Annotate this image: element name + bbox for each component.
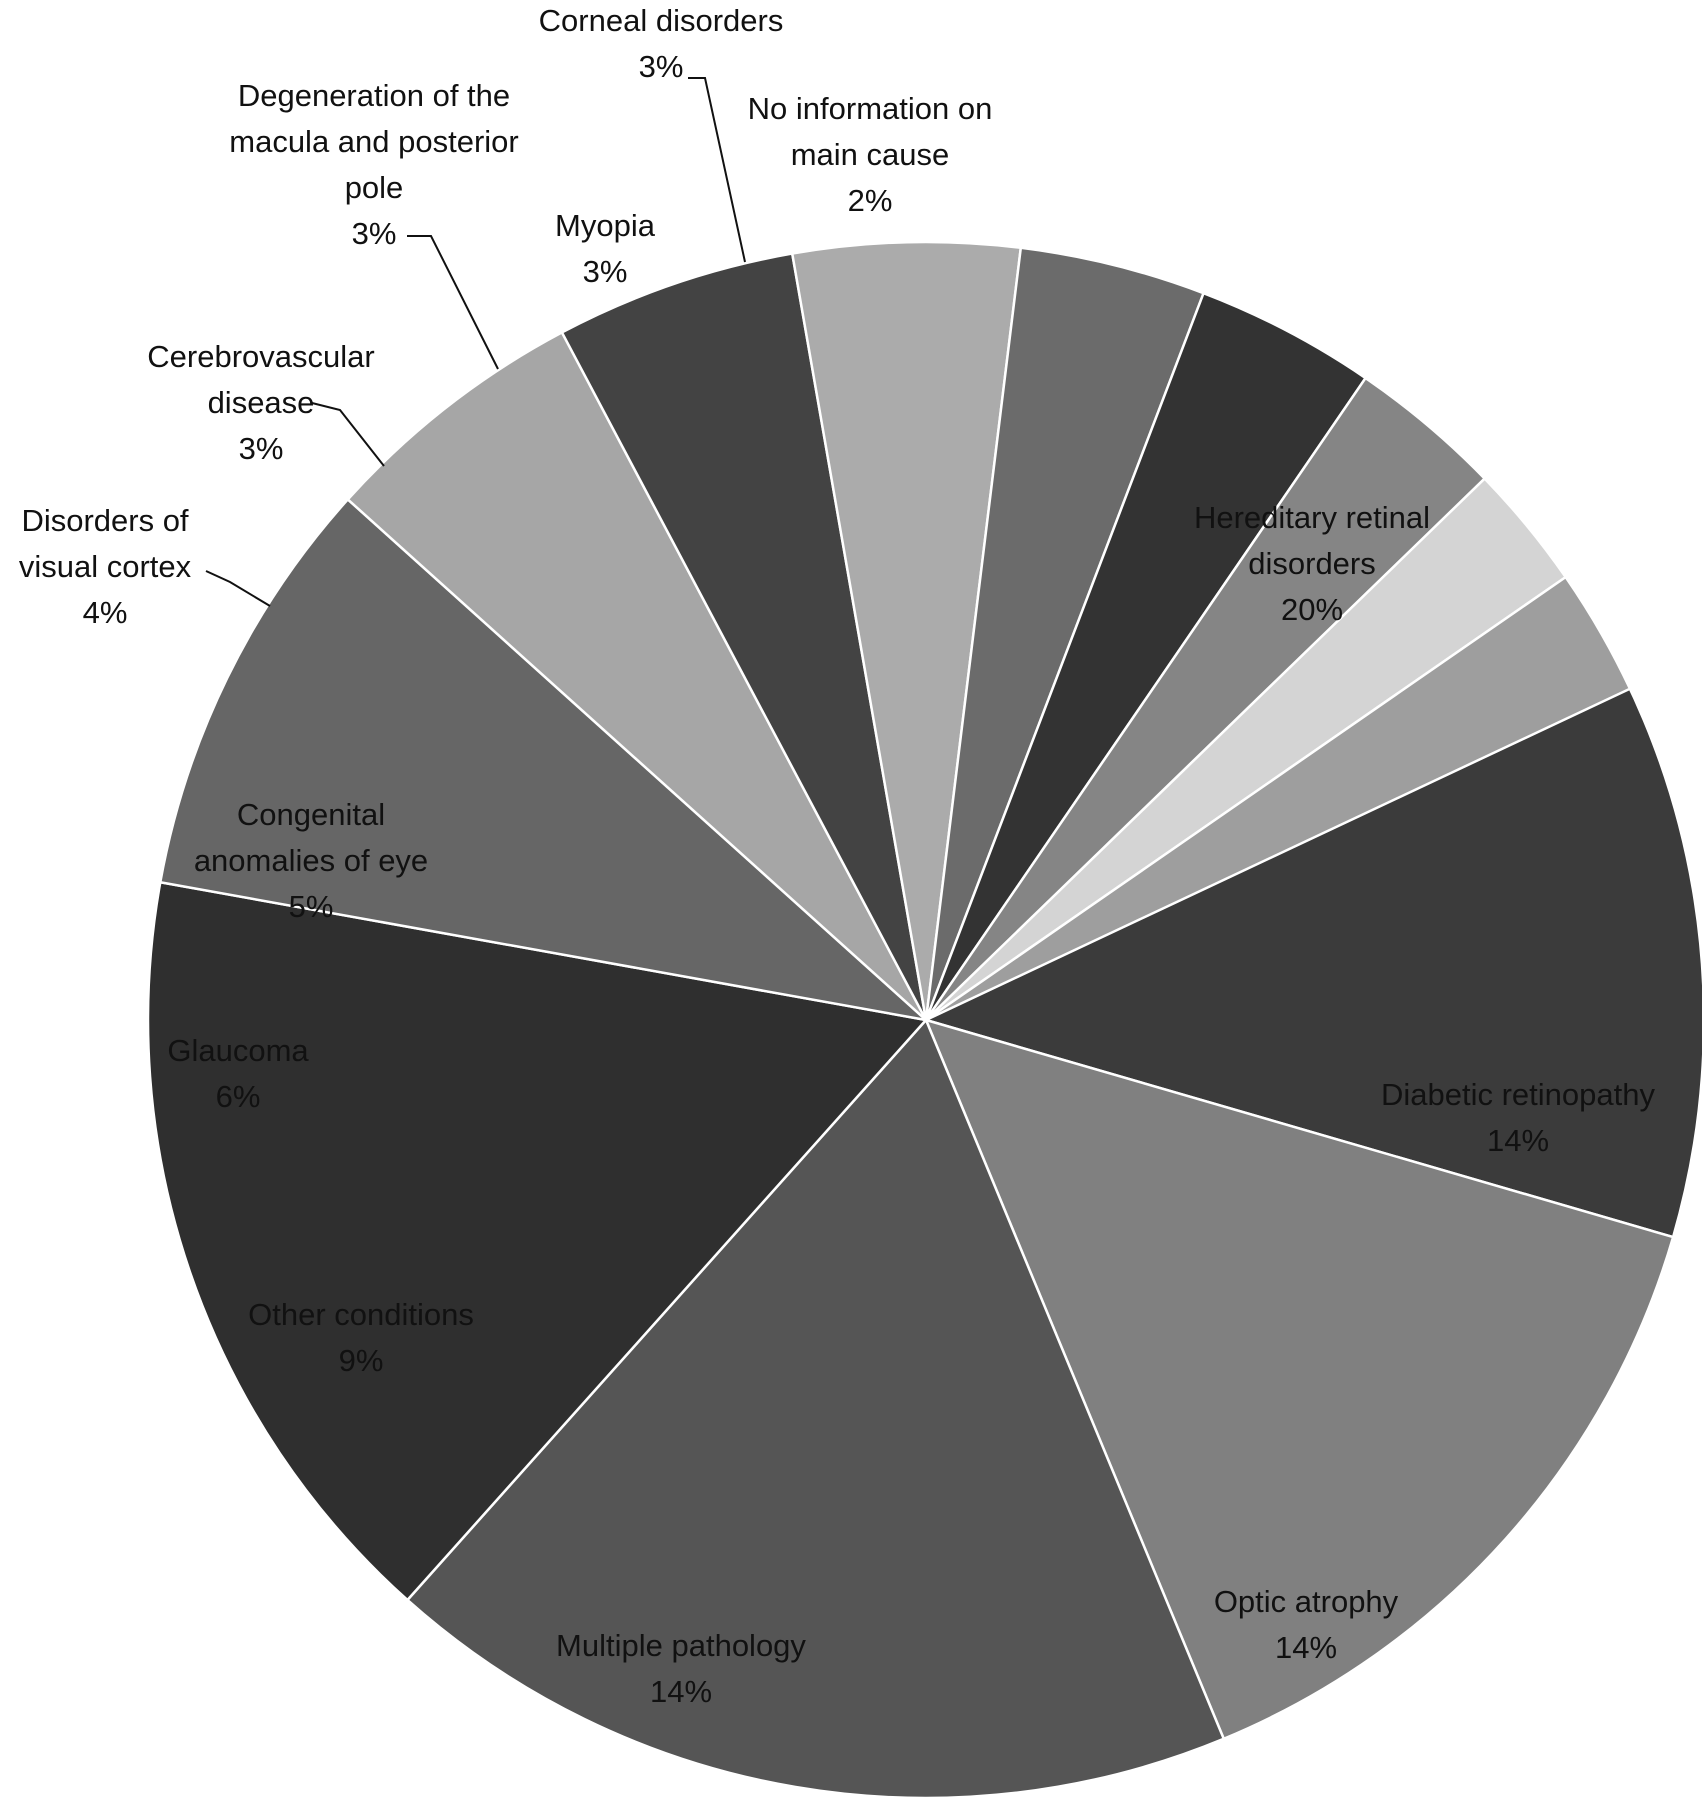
- slice-label-line-12-1: Corneal disorders: [539, 3, 784, 38]
- slice-percent-13: 2%: [848, 183, 893, 218]
- pie-slice-8: [790, 240, 1023, 1022]
- leader-lines: [205, 77, 746, 607]
- pie-slice-2: [924, 1018, 1675, 1741]
- pie-slice-3: [406, 1018, 1225, 1800]
- slice-label-line-1-1: Hereditary retinal: [1194, 500, 1430, 535]
- slice-percent-5: 9%: [339, 1343, 384, 1378]
- slice-label-line-10-2: macula and posterior: [229, 124, 519, 159]
- leader-line-9: [311, 402, 385, 467]
- slice-percent-9: 3%: [239, 431, 284, 466]
- slice-label-line-7-1: Congenital: [237, 797, 385, 832]
- slice-label-3: Optic atrophy 14%: [1214, 1584, 1399, 1665]
- pie-slice-7: [560, 252, 928, 1022]
- pie-slice-6: [346, 331, 928, 1022]
- slice-label-7: Congenital anomalies of eye 5%: [194, 797, 428, 924]
- slice-label-line-6-1: Glaucoma: [167, 1033, 309, 1068]
- slice-percent-10: 3%: [352, 216, 397, 251]
- pie-slice-13: [924, 575, 1632, 1022]
- slice-label-10: Degeneration of the macula and posterior p…: [229, 78, 519, 251]
- slice-label-line-13-2: main cause: [791, 137, 950, 172]
- slice-percent-7: 5%: [289, 889, 334, 924]
- slice-label-1: Hereditary retinal disorders 20%: [1194, 500, 1430, 627]
- leader-line-10: [407, 235, 499, 370]
- slice-label-line-13-1: No information on: [748, 91, 993, 126]
- slice-label-line-5-1: Other conditions: [248, 1297, 474, 1332]
- slice-label-line-8-1: Disorders of: [21, 503, 188, 538]
- pie-slice-4: [146, 880, 928, 1602]
- leader-line-12: [688, 77, 746, 263]
- slice-percent-12: 3%: [639, 49, 684, 84]
- slice-percent-6: 6%: [216, 1079, 261, 1114]
- slice-percent-3: 14%: [1275, 1630, 1337, 1665]
- pie-slices: [146, 240, 1702, 1800]
- slice-label-5: Other conditions 9%: [248, 1297, 474, 1378]
- slice-label-2: Diabetic retinopathy 14%: [1381, 1077, 1655, 1158]
- slice-label-line-9-2: disease: [208, 385, 315, 420]
- slice-label-line-11-1: Myopia: [555, 208, 656, 243]
- slice-label-line-10-3: pole: [345, 170, 404, 205]
- slice-percent-2: 14%: [1487, 1123, 1549, 1158]
- pie-slice-9: [924, 246, 1205, 1022]
- slice-percent-4: 14%: [650, 1674, 712, 1709]
- slice-labels: Hereditary retinal disorders 20% Diabetic r…: [19, 3, 1656, 1709]
- slice-label-12: Corneal disorders 3%: [539, 3, 784, 84]
- pie-slice-5: [159, 498, 928, 1022]
- slice-label-9: Cerebrovascular disease 3%: [147, 339, 374, 466]
- slice-label-13: No information on main cause 2%: [748, 91, 993, 218]
- slice-label-line-10-1: Degeneration of the: [238, 78, 510, 113]
- slice-percent-11: 3%: [583, 254, 628, 289]
- slice-percent-1: 20%: [1281, 592, 1343, 627]
- slice-label-4: Multiple pathology 14%: [556, 1628, 806, 1709]
- slice-label-6: Glaucoma 6%: [167, 1033, 309, 1114]
- slice-label-line-4-1: Multiple pathology: [556, 1628, 806, 1663]
- slice-label-line-3-1: Optic atrophy: [1214, 1584, 1399, 1619]
- slice-label-line-7-2: anomalies of eye: [194, 843, 428, 878]
- slice-label-8: Disorders of visual cortex 4%: [19, 503, 192, 630]
- leader-line-8: [205, 570, 271, 607]
- slice-label-line-2-1: Diabetic retinopathy: [1381, 1077, 1655, 1112]
- slice-percent-8: 4%: [83, 595, 128, 630]
- slice-label-line-8-2: visual cortex: [19, 549, 192, 584]
- slice-label-line-9-1: Cerebrovascular: [147, 339, 374, 374]
- slice-label-line-1-2: disorders: [1248, 546, 1376, 581]
- slice-label-11: Myopia 3%: [555, 208, 656, 289]
